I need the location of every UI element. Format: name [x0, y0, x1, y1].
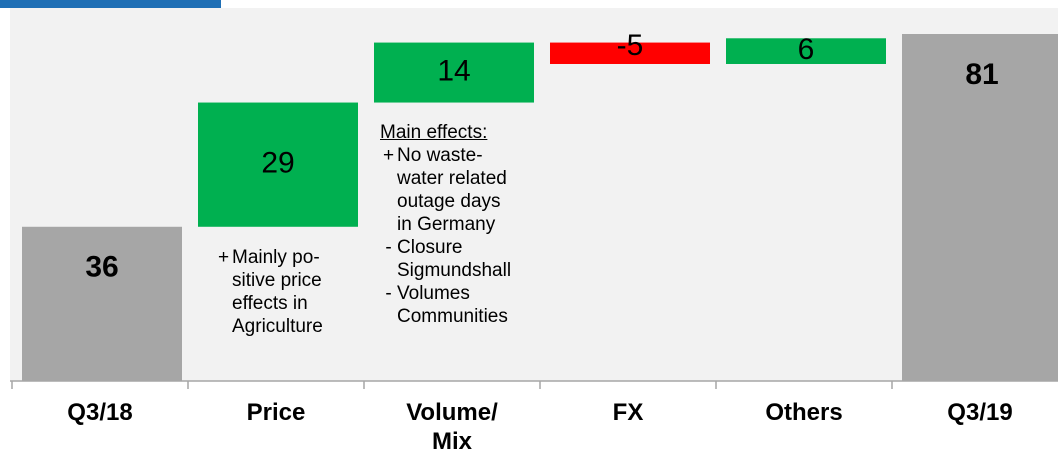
x-tick-label: FX	[612, 399, 644, 426]
annotation-heading: Main effects:	[380, 122, 488, 143]
value-label: 29	[261, 147, 294, 180]
bullet-text: No waste- water related outage days in G…	[397, 145, 507, 235]
bar	[902, 34, 1058, 381]
x-tick-label: Volume/ Mix	[406, 399, 498, 455]
value-label: 6	[798, 33, 815, 66]
annotation: Main effects: + No waste- water related ou…	[380, 121, 511, 328]
bar	[374, 42, 534, 103]
bar	[726, 38, 886, 64]
value-label: 81	[965, 58, 998, 91]
bullet-text: Mainly po- sitive price effects in Agric…	[232, 247, 323, 337]
bullet-sign: +	[217, 247, 230, 268]
x-tick-label: Price	[246, 399, 306, 426]
annotation-bullet: - Closure Sigmundshall	[380, 236, 511, 282]
bullet-sign: +	[382, 145, 395, 166]
header-accent	[0, 0, 221, 8]
bullet-sign: -	[385, 283, 392, 304]
bullet-text: Volumes Communities	[397, 283, 508, 327]
bullet-sign: -	[385, 237, 392, 258]
bar	[550, 42, 710, 64]
x-tick-label: Others	[765, 399, 843, 426]
bar	[22, 226, 182, 381]
annotation-bullet: + Mainly po- sitive price effects in Agri…	[215, 246, 323, 338]
x-tick-label: Q3/19	[947, 399, 1013, 426]
annotation-bullet: + No waste- water related outage days in …	[380, 144, 511, 236]
value-label: 14	[437, 54, 470, 87]
value-label: 36	[85, 251, 118, 284]
bullet-text: Closure Sigmundshall	[397, 237, 512, 281]
annotation: + Mainly po- sitive price effects in Agri…	[215, 246, 323, 338]
value-label: -5	[617, 29, 644, 62]
annotation-bullet: - Volumes Communities	[380, 282, 511, 328]
x-tick-label: Q3/18	[67, 399, 133, 426]
bar	[198, 102, 358, 227]
